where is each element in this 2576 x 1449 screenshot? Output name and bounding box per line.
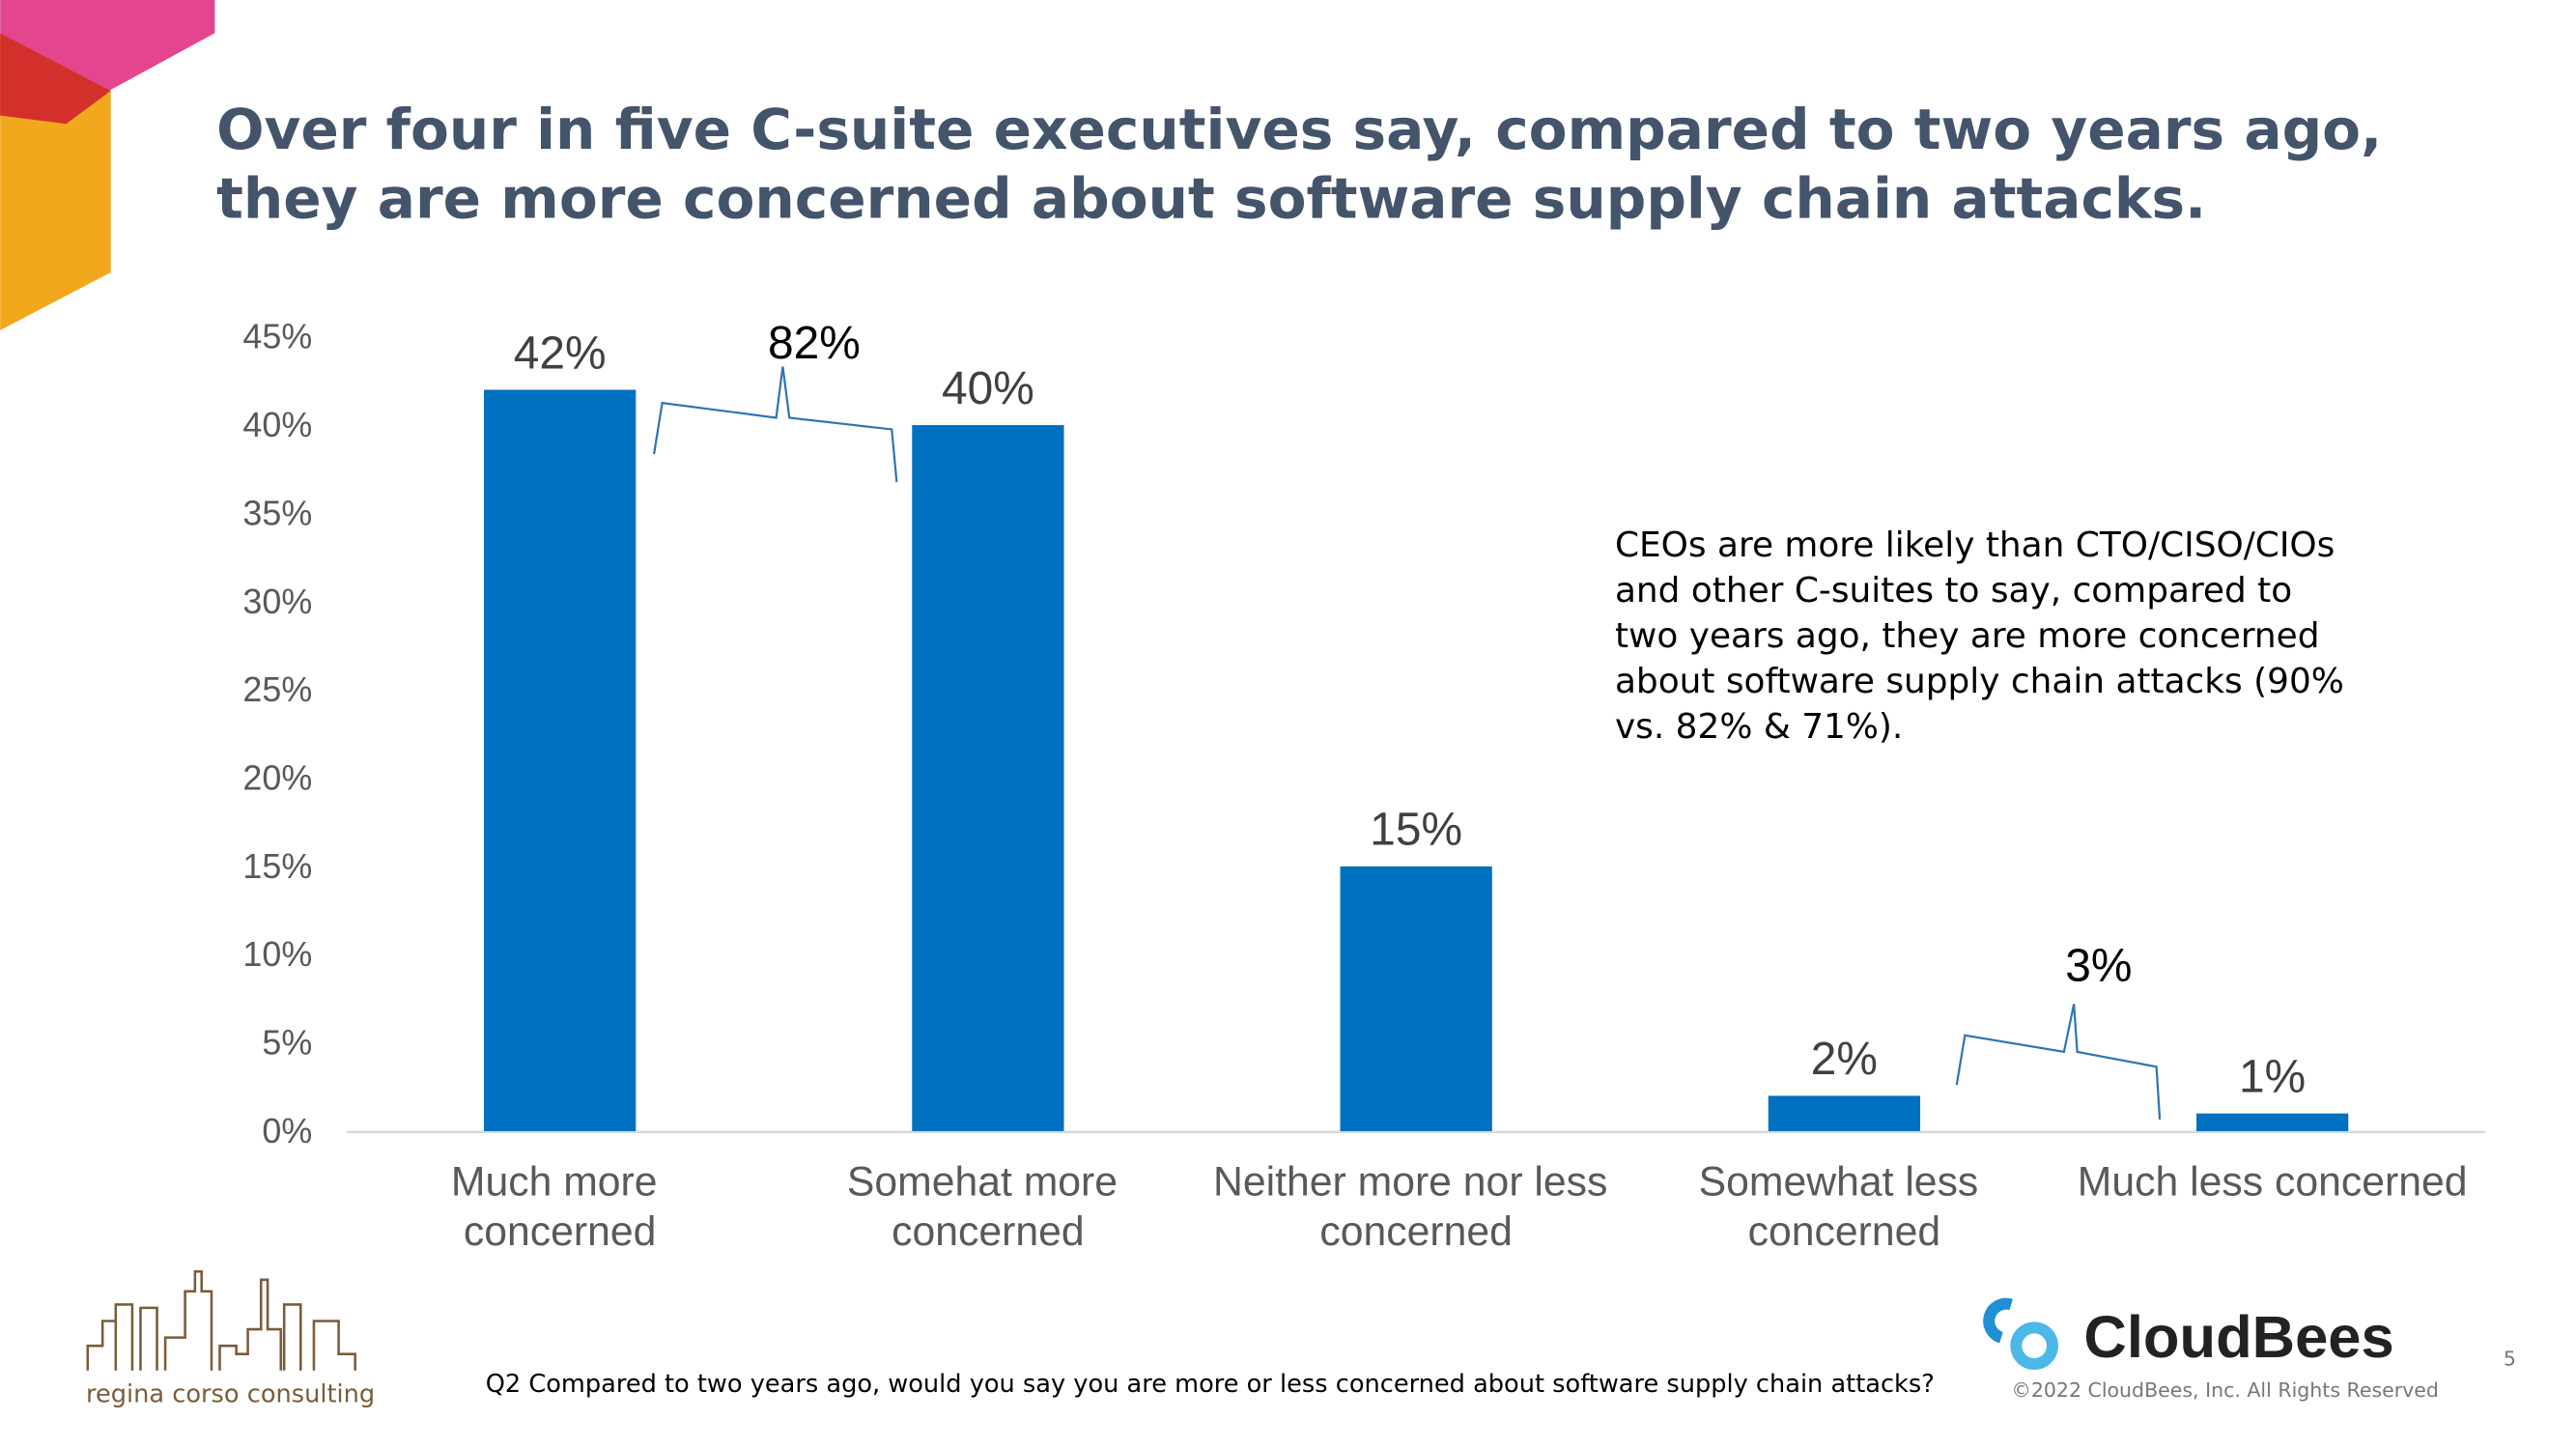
annotation: 3% xyxy=(2065,940,2132,991)
x-tick-label: Much less concerned xyxy=(2078,1159,2468,1206)
x-tick-label: Much more concerned xyxy=(451,1159,669,1255)
value-label: 2% xyxy=(1811,1034,1878,1085)
logo-text: CloudBees xyxy=(2083,1304,2393,1371)
y-tick-label: 25% xyxy=(242,670,312,709)
page-number: 5 xyxy=(2504,1348,2516,1371)
value-label: 1% xyxy=(2239,1051,2306,1102)
y-tick-label: 20% xyxy=(242,758,312,797)
value-label: 15% xyxy=(1370,805,1462,856)
decor xyxy=(0,33,111,125)
value-label: 42% xyxy=(514,327,607,379)
bar xyxy=(912,425,1064,1131)
x-tick-label: Neither more nor less concerned xyxy=(1213,1159,1619,1255)
y-tick-label: 10% xyxy=(242,935,312,974)
bar xyxy=(1768,1095,1921,1131)
bracket xyxy=(1955,1004,2162,1121)
y-tick-label: 40% xyxy=(242,406,312,444)
bar xyxy=(484,389,637,1131)
annotation: 82% xyxy=(768,318,861,369)
copyright: ©2022 CloudBees, Inc. All Rights Reserve… xyxy=(2011,1378,2439,1402)
logo-text: regina corso consulting xyxy=(86,1379,375,1408)
x-tick-label: Somewhat less concerned xyxy=(1699,1159,1991,1255)
y-tick-label: 35% xyxy=(242,494,312,532)
y-tick-label: 0% xyxy=(262,1112,312,1151)
x-tick-label: Somehat more concerned xyxy=(847,1159,1129,1255)
question: Q2 Compared to two years ago, would you … xyxy=(486,1370,1935,1399)
bar xyxy=(2196,1113,2349,1131)
bracket xyxy=(652,366,898,483)
bar xyxy=(1340,866,1492,1131)
y-tick-label: 45% xyxy=(242,318,312,356)
y-tick-label: 5% xyxy=(262,1024,312,1063)
city-logo xyxy=(86,1269,356,1371)
y-tick-label: 30% xyxy=(242,582,312,621)
value-label: 40% xyxy=(942,363,1034,414)
y-tick-label: 15% xyxy=(242,847,312,886)
note: CEOs are more likely than CTO/CISO/CIOs … xyxy=(1615,526,2355,747)
cloudbees-icon xyxy=(1983,1297,2058,1370)
title: Over four in five C-suite executives say… xyxy=(216,97,2401,232)
